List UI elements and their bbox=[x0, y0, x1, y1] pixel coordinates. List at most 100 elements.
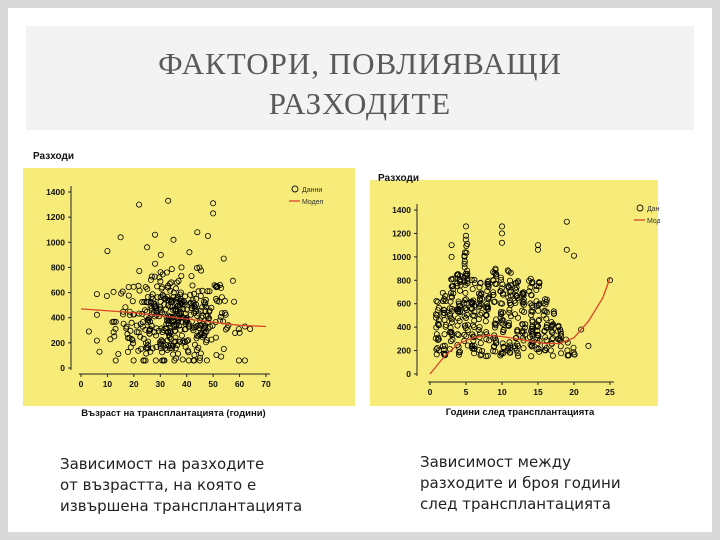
chart-years-vs-cost: Разходи 0 200 400 600 800 1000 1200 1400 0 5 10 15 20… bbox=[370, 160, 660, 424]
data-point bbox=[448, 316, 455, 323]
chart-age-vs-cost: Разходи 0 200 400 600 800 1000 1200 1400 0 10 20 30 4… bbox=[23, 144, 360, 426]
data-point bbox=[471, 343, 478, 350]
plot-background bbox=[23, 168, 355, 406]
legend-marker-data bbox=[291, 185, 299, 193]
data-point bbox=[534, 246, 541, 253]
data-point bbox=[441, 296, 448, 303]
data-point bbox=[432, 335, 439, 342]
data-point bbox=[143, 350, 150, 357]
data-point bbox=[200, 298, 207, 305]
data-point bbox=[204, 288, 211, 295]
data-point bbox=[447, 314, 454, 321]
data-point bbox=[461, 279, 468, 286]
data-point bbox=[541, 307, 548, 314]
data-point bbox=[157, 293, 164, 300]
data-point bbox=[456, 351, 463, 358]
data-point bbox=[136, 268, 143, 275]
data-point bbox=[221, 297, 228, 304]
data-point bbox=[184, 347, 191, 354]
data-point bbox=[144, 285, 151, 292]
data-point bbox=[520, 290, 527, 297]
data-point bbox=[556, 336, 563, 343]
data-point bbox=[201, 323, 208, 330]
data-point bbox=[197, 331, 204, 338]
title-line-1: ФАКТОРИ, ПОВЛИЯВАЩИ bbox=[158, 46, 562, 81]
data-point bbox=[165, 284, 172, 291]
data-point bbox=[534, 332, 541, 339]
data-point bbox=[477, 303, 484, 310]
data-point bbox=[520, 345, 527, 352]
data-point bbox=[183, 314, 190, 321]
data-point bbox=[145, 345, 152, 352]
data-point bbox=[477, 352, 484, 359]
data-point bbox=[505, 322, 512, 329]
data-point bbox=[442, 351, 449, 358]
data-point bbox=[543, 324, 550, 331]
data-point bbox=[455, 349, 462, 356]
data-point bbox=[536, 279, 543, 286]
data-point bbox=[189, 297, 196, 304]
data-point bbox=[469, 331, 476, 338]
x-tick-label: 0 bbox=[79, 379, 84, 389]
data-point bbox=[497, 274, 504, 281]
data-point bbox=[171, 357, 178, 364]
data-point bbox=[585, 342, 592, 349]
data-point bbox=[152, 332, 159, 339]
data-point bbox=[198, 267, 205, 274]
data-point bbox=[232, 329, 239, 336]
data-point bbox=[241, 323, 248, 330]
data-point bbox=[117, 234, 124, 241]
data-point bbox=[124, 330, 131, 337]
data-point bbox=[85, 328, 92, 335]
data-point bbox=[144, 293, 151, 300]
data-point bbox=[504, 347, 511, 354]
data-point bbox=[540, 312, 547, 319]
data-point bbox=[231, 298, 238, 305]
data-point bbox=[550, 308, 557, 315]
data-point bbox=[229, 277, 236, 284]
data-point bbox=[483, 329, 490, 336]
data-point bbox=[218, 294, 225, 301]
x-tick-label: 20 bbox=[569, 387, 579, 397]
data-point bbox=[469, 286, 476, 293]
data-point bbox=[151, 273, 158, 280]
data-point bbox=[477, 311, 484, 318]
data-point bbox=[470, 322, 477, 329]
data-point bbox=[109, 318, 116, 325]
data-point bbox=[468, 276, 475, 283]
data-point bbox=[578, 326, 585, 333]
data-point bbox=[110, 329, 117, 336]
y-tick-label: 600 bbox=[51, 288, 65, 298]
data-point bbox=[461, 258, 468, 265]
data-point bbox=[497, 277, 504, 284]
data-point bbox=[144, 319, 151, 326]
data-point bbox=[201, 332, 208, 339]
data-point bbox=[115, 350, 122, 357]
data-point bbox=[142, 326, 149, 333]
data-point bbox=[193, 295, 200, 302]
data-point bbox=[520, 292, 527, 299]
data-point bbox=[513, 284, 520, 291]
data-point bbox=[454, 341, 461, 348]
data-point bbox=[152, 357, 159, 364]
data-point bbox=[462, 281, 469, 288]
data-point bbox=[172, 305, 179, 312]
data-point bbox=[549, 329, 556, 336]
y-tick-label: 800 bbox=[51, 262, 65, 272]
data-point bbox=[125, 292, 132, 299]
data-point bbox=[461, 322, 468, 329]
y-tick-label: 1400 bbox=[392, 205, 411, 215]
data-point bbox=[469, 312, 476, 319]
data-point bbox=[195, 344, 202, 351]
data-point bbox=[123, 323, 130, 330]
data-point bbox=[136, 201, 143, 208]
data-point bbox=[499, 281, 506, 288]
data-point bbox=[186, 249, 193, 256]
data-point bbox=[454, 331, 461, 338]
data-point bbox=[133, 322, 140, 329]
data-point bbox=[185, 320, 192, 327]
data-point bbox=[159, 349, 166, 356]
data-point bbox=[505, 344, 512, 351]
data-point bbox=[112, 325, 119, 332]
data-point bbox=[490, 289, 497, 296]
